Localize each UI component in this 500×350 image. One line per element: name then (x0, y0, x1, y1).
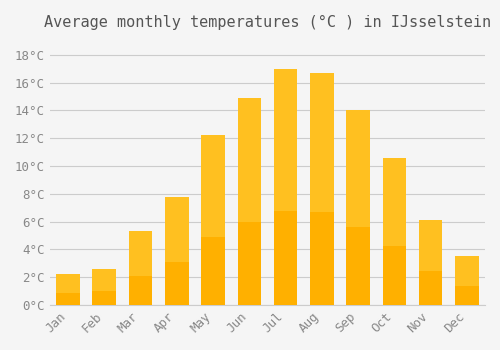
Bar (202, 135, 225, 305)
Bar (238, 98, 261, 305)
Bar (310, 212, 334, 305)
Title: Average monthly temperatures (°C ) in IJsselstein: Average monthly temperatures (°C ) in IJ… (44, 15, 491, 30)
Bar (128, 231, 152, 305)
Bar (419, 220, 442, 305)
Bar (165, 262, 188, 305)
Bar (455, 257, 478, 305)
Bar (419, 271, 442, 305)
Bar (56, 293, 80, 305)
Bar (346, 227, 370, 305)
Bar (274, 210, 297, 305)
Bar (310, 73, 334, 305)
Bar (128, 275, 152, 305)
Bar (455, 286, 478, 305)
Bar (92, 290, 116, 305)
Bar (382, 158, 406, 305)
Bar (238, 222, 261, 305)
Bar (346, 110, 370, 305)
Bar (274, 69, 297, 305)
Bar (165, 197, 188, 305)
Bar (56, 274, 80, 305)
Bar (382, 246, 406, 305)
Bar (202, 237, 225, 305)
Bar (92, 269, 116, 305)
